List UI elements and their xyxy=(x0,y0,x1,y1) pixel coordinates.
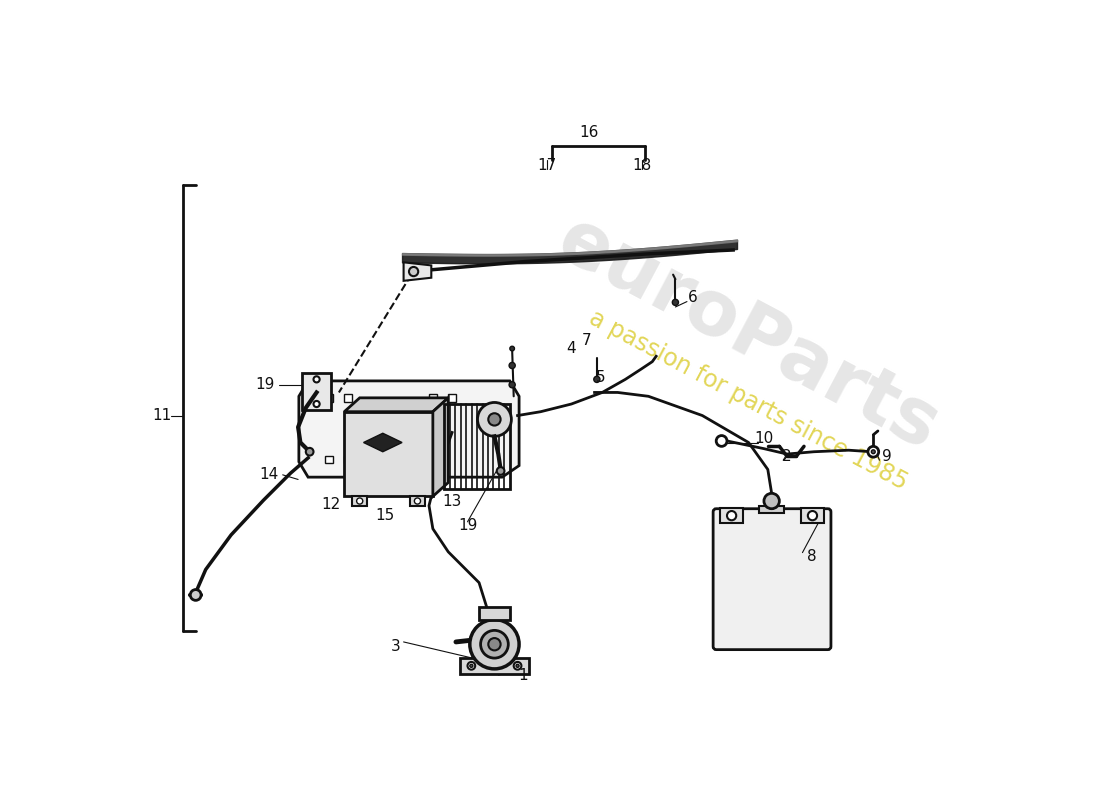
Circle shape xyxy=(509,382,515,388)
Circle shape xyxy=(868,446,879,457)
Text: 10: 10 xyxy=(755,431,773,446)
Circle shape xyxy=(356,498,363,504)
Polygon shape xyxy=(301,373,331,410)
Text: 15: 15 xyxy=(375,508,395,523)
Bar xyxy=(352,496,367,506)
Polygon shape xyxy=(404,262,431,281)
Circle shape xyxy=(594,376,600,382)
Circle shape xyxy=(871,450,876,454)
Text: euroParts: euroParts xyxy=(546,203,952,466)
Bar xyxy=(444,404,510,489)
Text: 19: 19 xyxy=(255,378,275,392)
Text: 6: 6 xyxy=(689,290,698,306)
Text: 5: 5 xyxy=(596,370,605,385)
Text: 18: 18 xyxy=(632,158,652,173)
Circle shape xyxy=(763,494,779,509)
Bar xyxy=(759,506,784,514)
Polygon shape xyxy=(460,658,529,674)
Bar xyxy=(449,394,455,402)
Circle shape xyxy=(516,664,519,667)
Text: 7: 7 xyxy=(582,334,592,348)
Polygon shape xyxy=(344,412,433,496)
Circle shape xyxy=(509,362,515,369)
Circle shape xyxy=(497,467,505,475)
Circle shape xyxy=(807,511,817,520)
FancyBboxPatch shape xyxy=(713,509,830,650)
Text: 16: 16 xyxy=(580,126,598,141)
Circle shape xyxy=(409,267,418,276)
Circle shape xyxy=(314,401,320,407)
Circle shape xyxy=(314,376,320,382)
Circle shape xyxy=(716,435,727,446)
Polygon shape xyxy=(363,434,403,452)
Circle shape xyxy=(468,662,475,670)
Bar xyxy=(326,394,332,402)
Text: 9: 9 xyxy=(882,449,892,464)
Text: 12: 12 xyxy=(321,497,341,512)
Text: 3: 3 xyxy=(390,639,400,654)
Text: 17: 17 xyxy=(537,158,557,173)
Circle shape xyxy=(477,402,512,436)
Circle shape xyxy=(488,414,501,426)
Circle shape xyxy=(415,498,420,504)
Polygon shape xyxy=(720,508,744,523)
Bar xyxy=(344,455,352,463)
Polygon shape xyxy=(480,607,510,619)
Circle shape xyxy=(470,664,473,667)
Text: 14: 14 xyxy=(260,467,279,482)
Polygon shape xyxy=(801,508,824,523)
Text: 2: 2 xyxy=(782,449,792,464)
Text: 8: 8 xyxy=(807,549,816,564)
Circle shape xyxy=(190,590,201,600)
Bar xyxy=(429,394,437,402)
Circle shape xyxy=(488,638,501,650)
Circle shape xyxy=(514,662,521,670)
Bar xyxy=(344,394,352,402)
Bar xyxy=(326,455,332,463)
Text: 4: 4 xyxy=(566,341,576,356)
Text: 13: 13 xyxy=(442,494,462,510)
Text: 19: 19 xyxy=(458,518,477,533)
Text: 1: 1 xyxy=(518,667,528,682)
Circle shape xyxy=(481,630,508,658)
Polygon shape xyxy=(433,398,449,496)
Text: a passion for parts since 1985: a passion for parts since 1985 xyxy=(585,306,912,494)
Circle shape xyxy=(727,511,736,520)
Circle shape xyxy=(672,299,679,306)
Circle shape xyxy=(306,448,313,455)
Bar xyxy=(409,496,425,506)
Polygon shape xyxy=(344,398,449,412)
Circle shape xyxy=(470,619,519,669)
Text: 11: 11 xyxy=(152,408,172,423)
Polygon shape xyxy=(299,381,519,477)
Circle shape xyxy=(510,346,515,351)
